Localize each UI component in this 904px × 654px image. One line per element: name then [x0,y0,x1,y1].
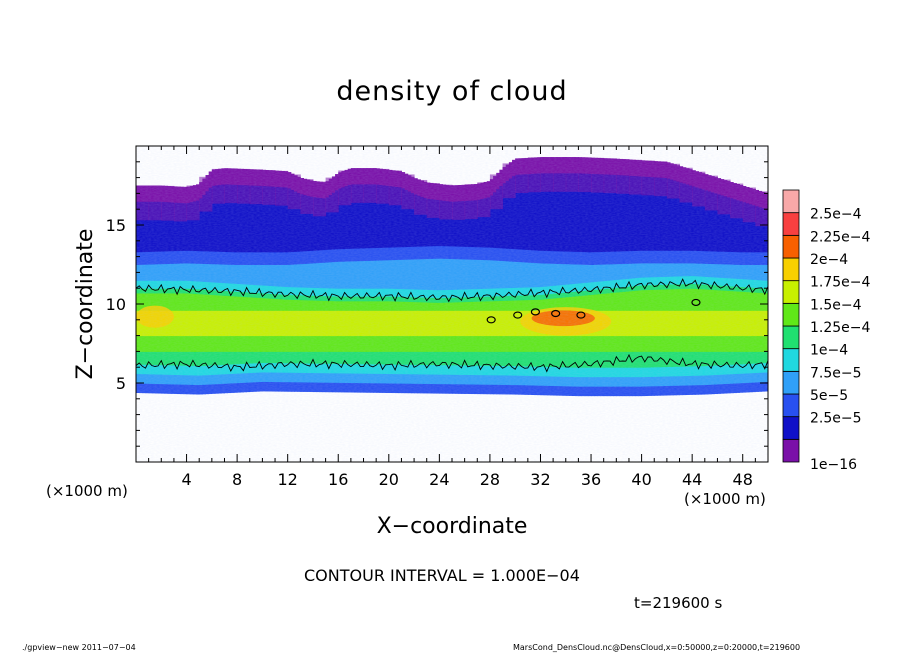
contour-island [576,311,586,319]
contour-line [136,353,768,373]
y-axis: 5 10 15 [106,161,768,447]
colorbar-box [782,280,800,304]
colorbar-label: 1.25e−4 [810,320,871,336]
contour-island [513,311,523,319]
x-tick-label: 48 [733,470,753,489]
colorbar-label: 7.5e−5 [810,365,862,381]
colorbar-box [782,234,800,259]
y-tick-label: 10 [106,295,126,314]
x-tick-label: 40 [631,470,651,489]
contour-line [136,278,768,303]
x-unit-left: (×1000 m) [46,482,128,500]
colorbar-box [782,393,800,418]
time-label: t=219600 s [634,594,723,612]
colorbar-box [782,302,800,327]
x-tick-label: 36 [581,470,601,489]
x-tick-label: 24 [429,470,449,489]
y-axis-label: Z−coordinate [73,229,98,380]
footer-command: ./gpview−new 2011−07−04 [22,643,136,652]
x-tick-label: 44 [682,470,702,489]
y-tick-label: 15 [106,216,126,235]
x-axis: 4 8 12 16 20 24 28 32 36 40 44 48 [148,146,756,489]
x-tick-label: 4 [181,470,191,489]
x-tick-label: 8 [232,470,242,489]
colorbar-label: 2e−4 [810,252,848,268]
contour-interval-note: CONTOUR INTERVAL = 1.000E−04 [304,566,580,585]
colorbar-box [782,189,800,214]
colorbar-label: 1e−16 [810,457,857,473]
colorbar-box [782,438,800,463]
colorbar-label: 2.5e−4 [810,207,862,223]
colorbar-label: 1.75e−4 [810,275,871,291]
x-tick-label: 32 [530,470,550,489]
y-axis-label-group: Z−coordinate [73,229,98,380]
footer-source: MarsCond_DensCloud.nc@DensCloud,x=0:5000… [513,643,801,652]
colorbar-box [782,325,800,350]
chart-title: density of cloud [336,76,568,107]
colorbar-label: 1e−4 [810,343,848,359]
colorbar-label: 1.5e−4 [810,297,862,313]
density-field [136,146,768,462]
contour-island [530,308,541,316]
colorbar-box [782,370,800,395]
x-tick-label: 16 [328,470,348,489]
contour-island [551,309,561,318]
field-texture [136,146,768,462]
colorbar-label: 2.25e−4 [810,229,871,245]
x-tick-label: 28 [480,470,500,489]
contour-lines [136,278,768,373]
colorbar-box [782,416,800,440]
contour-island [486,316,496,324]
x-unit-right: (×1000 m) [684,490,766,508]
contour-island [691,298,701,307]
colorbar-box [782,348,800,372]
x-tick-label: 20 [379,470,399,489]
colorbar-box [782,257,800,282]
x-tick-label: 12 [278,470,298,489]
colorbar-label: 5e−5 [810,388,848,404]
colorbar-label: 2.5e−5 [810,411,862,427]
colorbar-box [782,212,800,236]
colorbar: 1e−16 2.5e−5 5e−5 7.5e−5 1e−4 1.25e−4 1.5e−4 1.… [782,189,871,473]
y-tick-label: 5 [116,374,126,393]
x-axis-label: X−coordinate [376,514,528,539]
